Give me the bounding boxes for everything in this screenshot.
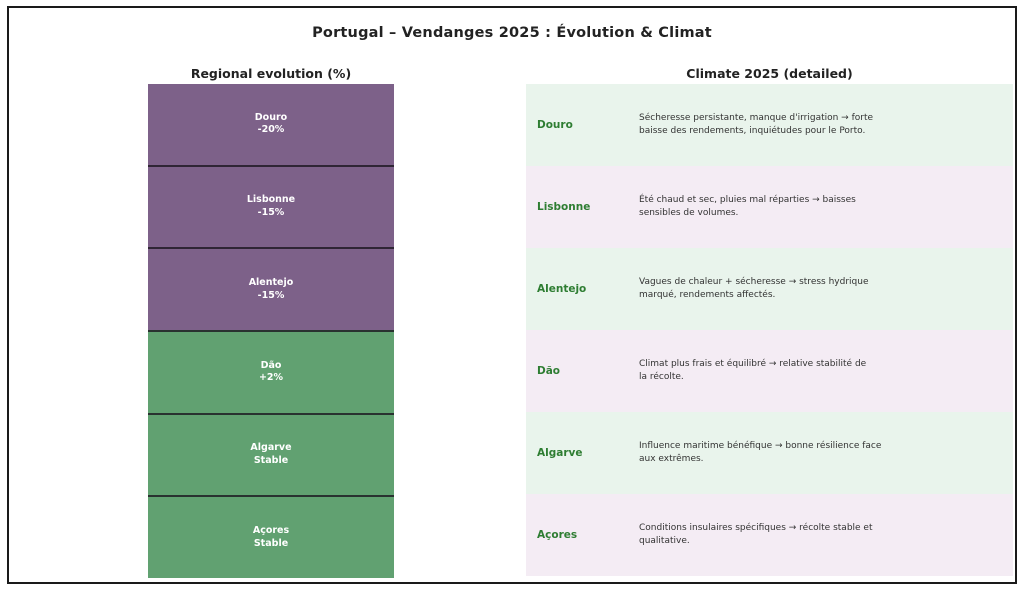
region-name: Dão	[537, 365, 561, 377]
regional-evolution-stacked-bar: Douro -20% Lisbonne -15% Alentejo -15% D…	[148, 84, 394, 579]
climate-row-lisbonne: Lisbonne Été chaud et sec, pluies mal ré…	[526, 166, 1013, 248]
figure-title: Portugal – Vendanges 2025 : Évolution & …	[312, 25, 712, 41]
right-column-header: Climate 2025 (detailed)	[686, 66, 853, 81]
bar-segment-label: Lisbonne -15%	[246, 194, 296, 218]
bar-segment-lisbonne: Lisbonne -15%	[148, 164, 394, 248]
region-description: Été chaud et sec, pluies mal réparties →…	[639, 194, 856, 218]
bar-segment-label: Alentejo -15%	[248, 276, 294, 301]
left-column-header: Regional evolution (%)	[190, 66, 352, 81]
bar-segment-acores: Açores Stable	[148, 495, 394, 579]
climate-row-dao: Dão Climat plus frais et équilibré → rel…	[526, 330, 1013, 412]
region-description: Conditions insulaires spécifiques → réco…	[639, 522, 873, 546]
climate-row-acores: Açores Conditions insulaires spécifiques…	[526, 494, 1013, 576]
region-name: Algarve	[537, 447, 583, 459]
bar-segment-label: Algarve Stable	[250, 442, 292, 467]
region-description: Vagues de chaleur + sécheresse → stress …	[639, 276, 869, 300]
climate-row-algarve: Algarve Influence maritime bénéfique → b…	[526, 412, 1013, 494]
bar-segment-label: Douro -20%	[254, 111, 288, 136]
region-description: Influence maritime bénéfique → bonne rés…	[639, 440, 882, 464]
region-name: Açores	[537, 529, 578, 541]
climate-detail-panel: Douro Sécheresse persistante, manque d'i…	[526, 84, 1013, 576]
region-name: Douro	[537, 119, 573, 131]
bar-segment-douro: Douro -20%	[148, 84, 394, 165]
figure-frame: Portugal – Vendanges 2025 : Évolution & …	[7, 6, 1017, 584]
bar-segment-label: Dão +2%	[258, 359, 284, 384]
region-description: Sécheresse persistante, manque d'irrigat…	[639, 112, 874, 136]
bar-segment-algarve: Algarve Stable	[148, 412, 394, 496]
climate-row-douro: Douro Sécheresse persistante, manque d'i…	[526, 84, 1013, 166]
bar-segment-alentejo: Alentejo -15%	[148, 247, 394, 331]
region-name: Alentejo	[537, 283, 587, 295]
bar-segment-dao: Dão +2%	[148, 330, 394, 413]
bar-segment-label: Açores Stable	[252, 524, 290, 549]
region-name: Lisbonne	[537, 201, 591, 213]
region-description: Climat plus frais et équilibré → relativ…	[639, 358, 867, 382]
climate-row-alentejo: Alentejo Vagues de chaleur + sécheresse …	[526, 248, 1013, 330]
